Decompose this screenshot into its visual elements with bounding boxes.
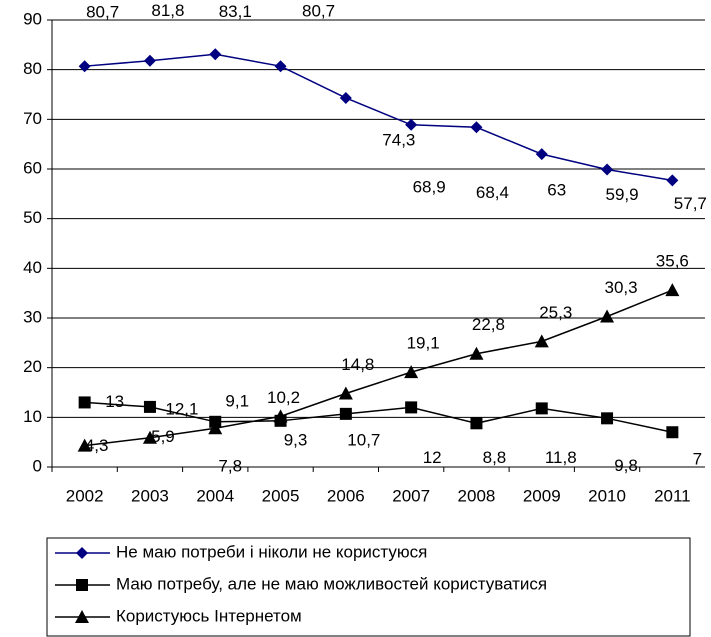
data-label: 68,9 [413,177,446,196]
data-label: 63 [547,181,566,200]
data-label: 9,3 [284,430,308,449]
marker [665,283,680,297]
y-tick-label: 30 [23,307,42,326]
data-label: 59,9 [606,185,639,204]
marker [339,407,352,420]
marker [601,412,614,425]
y-tick-label: 70 [23,109,42,128]
data-label: 11,8 [545,448,577,467]
y-tick-label: 90 [23,9,42,28]
x-tick-label: 2005 [262,486,300,505]
data-label: 7,8 [218,457,242,476]
marker [405,118,418,131]
data-label: 9,8 [614,456,638,475]
data-label: 12 [423,448,442,467]
data-label: 25,3 [539,303,572,322]
legend-label: Маю потребу, але не маю можливостей кори… [116,574,547,593]
data-label: 57,7 [674,194,707,213]
marker [339,91,352,104]
data-label: 13 [105,392,124,411]
marker [535,402,548,415]
marker [404,365,419,379]
x-tick-label: 2004 [196,486,234,505]
x-tick-label: 2003 [131,486,169,505]
x-tick-label: 2006 [327,486,365,505]
y-tick-label: 50 [23,208,42,227]
y-tick-label: 10 [23,407,42,426]
data-label: 35,6 [656,252,689,271]
marker [535,148,548,161]
y-tick-label: 80 [23,59,42,78]
data-label: 7 [693,450,702,469]
data-label: 10,7 [347,430,380,449]
legend-label: Користуюсь Інтернетом [116,606,302,625]
marker [76,547,88,559]
x-tick-label: 2009 [523,486,561,505]
marker [274,60,287,73]
data-label: 80,7 [86,3,119,22]
marker [470,417,483,430]
series-line [84,401,673,433]
data-label: 5,9 [151,427,175,446]
marker [76,579,88,591]
data-label: 10,2 [267,388,300,407]
marker [666,174,679,187]
marker [666,426,679,439]
marker [405,401,418,414]
marker [338,386,353,400]
data-label: 74,3 [382,130,415,149]
data-label: 30,3 [605,278,638,297]
marker [469,346,484,360]
x-tick-label: 2002 [66,486,104,505]
marker [209,48,222,61]
y-tick-label: 40 [23,258,42,277]
y-tick-label: 60 [23,158,42,177]
series-line [84,53,673,182]
marker [534,334,549,348]
x-tick-label: 2010 [588,486,626,505]
marker [208,421,223,435]
marker [78,60,91,73]
data-label: 22,8 [472,315,505,334]
x-tick-label: 2007 [392,486,430,505]
marker [601,163,614,176]
legend-box [46,537,691,637]
marker [143,400,156,413]
data-label: 9,1 [225,391,249,410]
data-label: 12,1 [165,399,198,418]
data-label: 68,4 [476,183,509,202]
x-tick-label: 2011 [654,486,691,505]
data-label: 14,8 [341,355,374,374]
marker [142,430,157,444]
marker [143,54,156,67]
y-tick-label: 20 [23,357,42,376]
data-label: 81,8 [151,1,184,20]
data-label: 4,3 [85,436,109,455]
series-line [84,289,673,447]
marker [600,309,615,323]
data-label: 8,8 [483,448,507,467]
legend-label: Не маю потреби і ніколи не користуюся [116,542,427,561]
data-label: 83,1 [219,2,252,21]
marker [273,409,288,423]
data-label: 19,1 [407,334,440,353]
y-tick-label: 0 [33,456,42,475]
marker [470,121,483,134]
marker [78,396,91,409]
marker [75,610,89,623]
x-tick-label: 2008 [458,486,496,505]
marker [77,438,92,452]
data-label: 80,7 [302,2,335,21]
